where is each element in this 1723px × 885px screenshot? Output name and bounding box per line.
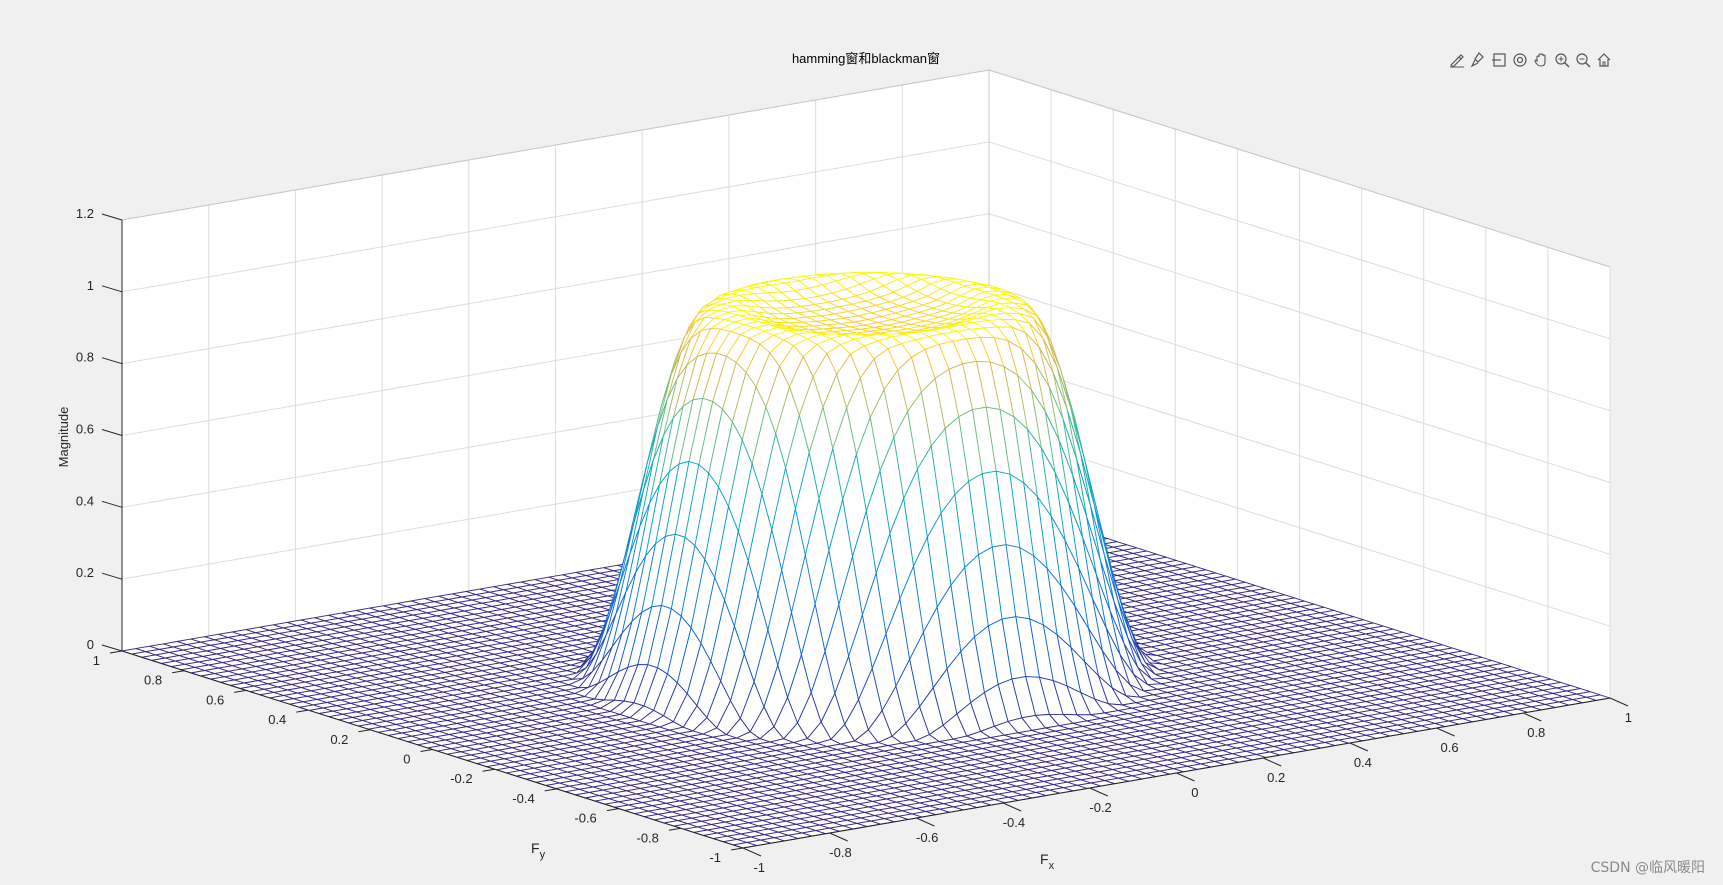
z-tick-label: 1.2 <box>76 206 94 221</box>
y-tick <box>296 709 309 713</box>
x-tick-label: -0.8 <box>829 845 851 860</box>
x-tick <box>1176 772 1195 782</box>
x-tick-label: -0.6 <box>916 830 938 845</box>
y-tick-label: 0.4 <box>268 712 286 727</box>
zoom-out-button[interactable] <box>1574 51 1592 69</box>
x-tick-label: 0.8 <box>1527 725 1545 740</box>
axes-toolbar <box>1448 48 1613 72</box>
z-tick-label: 0 <box>87 637 94 652</box>
z-tick-label: 0.8 <box>76 350 94 365</box>
y-tick <box>482 768 495 772</box>
x-tick <box>1349 742 1369 752</box>
y-tick <box>544 788 557 792</box>
y-tick-label: 1 <box>93 653 100 668</box>
edit-plot-icon <box>1450 54 1464 68</box>
edit-plot-button[interactable] <box>1448 51 1466 69</box>
y-tick-label: 0 <box>403 752 410 767</box>
z-tick <box>101 644 123 652</box>
y-tick-label: -0.8 <box>636 830 658 845</box>
x-tick-label: 0 <box>1191 785 1198 800</box>
y-tick <box>420 749 433 752</box>
y-tick-label: 0.6 <box>206 692 224 707</box>
chart-title: hamming窗和blackman窗 <box>792 51 940 66</box>
x-tick-label: 0.2 <box>1267 770 1285 785</box>
rotate-3d-button[interactable] <box>1511 51 1529 69</box>
pan-button[interactable] <box>1532 51 1550 69</box>
y-tick <box>172 670 185 674</box>
y-tick <box>730 847 744 851</box>
zoom-in-button[interactable] <box>1553 51 1571 69</box>
surface-mesh <box>121 272 1611 849</box>
restore-view-button[interactable] <box>1595 51 1613 69</box>
brush-button[interactable] <box>1469 51 1487 69</box>
y-tick-label: -0.2 <box>450 771 472 786</box>
x-axis-label: Fx <box>1040 851 1055 872</box>
y-tick-label: -0.4 <box>512 791 534 806</box>
watermark-text: CSDN @临风暖阳 <box>1590 860 1705 876</box>
z-tick-label: 0.2 <box>76 565 94 580</box>
home-icon <box>1597 53 1611 67</box>
pan-icon <box>1534 53 1546 67</box>
x-tick-label: 0.6 <box>1441 740 1459 755</box>
z-tick <box>101 500 123 508</box>
x-tick-label: 1 <box>1625 710 1632 725</box>
z-tick <box>101 429 123 436</box>
y-tick-label: 0.2 <box>330 732 348 747</box>
x-tick-label: -0.2 <box>1089 800 1111 815</box>
z-tick <box>101 572 123 580</box>
y-tick-label: 0.8 <box>144 673 162 688</box>
x-tick-label: -1 <box>753 860 765 875</box>
y-tick <box>668 827 681 831</box>
x-tick <box>829 832 848 842</box>
brush-icon <box>1470 52 1484 68</box>
x-tick <box>1523 712 1542 722</box>
z-tick <box>101 285 123 293</box>
y-tick <box>234 689 247 693</box>
x-tick <box>1609 697 1629 707</box>
x-tick <box>1089 787 1109 797</box>
y-tick <box>109 650 123 654</box>
y-tick-label: -1 <box>709 850 721 865</box>
z-tick-label: 0.6 <box>76 422 94 437</box>
z-tick-label: 1 <box>87 278 94 293</box>
zoom-in-icon <box>1555 53 1570 68</box>
z-tick-label: 0.4 <box>76 493 94 508</box>
z-tick <box>101 213 123 221</box>
x-tick <box>742 847 762 857</box>
zoom-out-icon <box>1576 53 1591 68</box>
y-axis-label: Fy <box>531 840 546 861</box>
z-tick <box>101 357 123 365</box>
x-tick <box>916 817 935 827</box>
rotate-3d-icon <box>1513 53 1527 67</box>
x-tick-label: -0.4 <box>1003 815 1025 830</box>
y-tick-label: -0.6 <box>574 811 596 826</box>
x-tick <box>1436 727 1455 737</box>
x-tick <box>1262 757 1282 767</box>
x-tick <box>1002 802 1022 812</box>
datatip-icon <box>1492 53 1506 67</box>
y-tick <box>606 808 619 812</box>
datatip-button[interactable] <box>1490 51 1508 69</box>
y-tick <box>358 729 371 733</box>
x-tick-label: 0.4 <box>1354 755 1372 770</box>
z-axis-label: Magnitude <box>56 407 71 468</box>
